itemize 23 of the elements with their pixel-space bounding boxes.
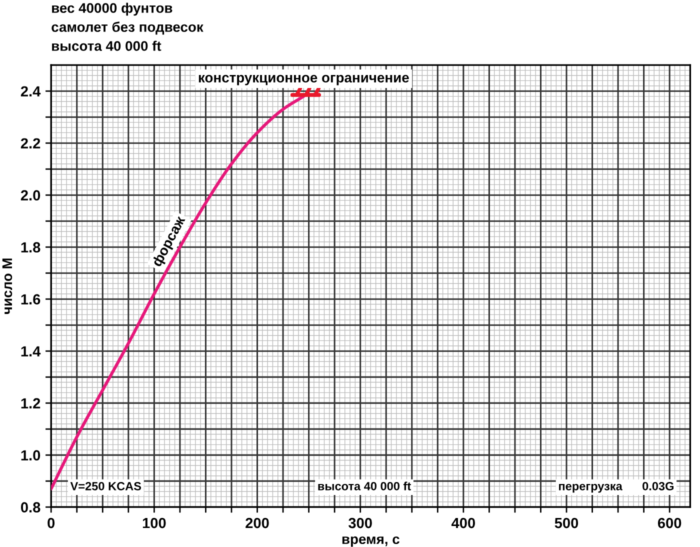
x-tick-label: 600	[658, 518, 682, 528]
y-tick-label: 2.0	[20, 190, 40, 201]
chart-title: вес 40000 фунтов самолет без подвесок высота 40 000 ft	[52, 2, 204, 51]
y-tick-label: 1.0	[21, 450, 40, 460]
y-tick-label: 0.8	[20, 502, 40, 512]
x-tick-label: 500	[554, 518, 578, 528]
x-tick-label: 0	[48, 518, 55, 528]
x-tick-label: 300	[348, 518, 372, 528]
x-tick-label: 400	[451, 518, 475, 528]
annotation: высота 40 000 ft	[318, 482, 411, 490]
annotation: V=250 KCAS	[70, 482, 142, 490]
x-axis-title: время, с	[342, 536, 400, 547]
y-tick-label: 2.4	[20, 86, 41, 96]
annotation: перегрузка 0.03G	[559, 482, 674, 493]
y-tick-label: 1.4	[21, 346, 41, 356]
y-tick-label: 1.2	[21, 398, 40, 408]
x-tick-label: 100	[142, 518, 166, 528]
y-tick-label: 1.6	[21, 294, 40, 305]
y-tick-label: 2.2	[20, 138, 40, 148]
y-axis-title: число М	[2, 258, 12, 314]
annotation: конструкционное ограничение	[198, 74, 409, 86]
y-tick-label: 1.8	[21, 242, 40, 253]
x-tick-label: 200	[246, 518, 269, 528]
